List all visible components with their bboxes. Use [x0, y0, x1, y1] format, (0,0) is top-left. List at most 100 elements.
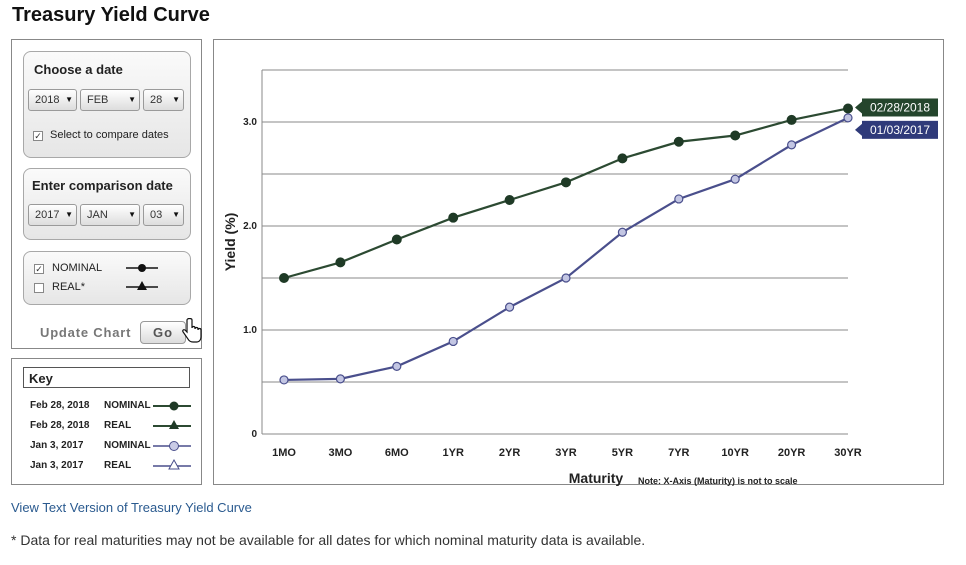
open-circle-marker-icon [153, 441, 191, 451]
series-tag-label: 02/28/2018 [870, 100, 930, 114]
key-item-date: Jan 3, 2017 [30, 440, 84, 451]
compare-label: Select to compare dates [50, 129, 169, 141]
go-button[interactable]: Go [140, 321, 186, 344]
chevron-down-icon: ▼ [172, 95, 180, 104]
key-item-date: Feb 28, 2018 [30, 420, 90, 431]
choose-date-title: Choose a date [34, 62, 123, 77]
chevron-down-icon: ▼ [128, 95, 136, 104]
y-tick-label: 0 [251, 429, 257, 440]
data-point [786, 114, 797, 125]
comparison-day-select[interactable]: 03 ▼ [143, 204, 184, 226]
data-point [448, 212, 459, 223]
data-point [335, 374, 346, 384]
data-point [448, 336, 458, 347]
controls-panel: Choose a date 2018 ▼ FEB ▼ 28 ▼ ✓ Select to… [11, 39, 202, 349]
text-version-link[interactable]: View Text Version of Treasury Yield Curv… [11, 500, 252, 515]
month-select[interactable]: FEB ▼ [80, 89, 140, 111]
data-point [505, 302, 515, 312]
chevron-down-icon: ▼ [128, 210, 136, 219]
choose-date-box: Choose a date 2018 ▼ FEB ▼ 28 ▼ ✓ Select to… [23, 51, 191, 158]
x-tick-label: 6MO [385, 447, 409, 459]
circle-marker-icon [126, 264, 158, 272]
series-tag [862, 120, 938, 139]
x-tick-label: 3MO [328, 447, 352, 459]
comparison-year-select[interactable]: 2017 ▼ [28, 204, 77, 226]
series-tag-pointer [855, 101, 862, 114]
series-line [283, 116, 849, 382]
data-point [786, 140, 797, 150]
data-point [730, 130, 741, 141]
x-axis-note: Note: X-Axis (Maturity) is not to scale [638, 476, 798, 486]
y-tick-label: 3.0 [243, 117, 257, 128]
chevron-down-icon: ▼ [65, 95, 73, 104]
compare-checkbox[interactable]: ✓ [33, 131, 43, 141]
data-point [561, 177, 571, 188]
data-point [561, 273, 571, 283]
data-point [674, 194, 684, 204]
comparison-date-box: Enter comparison date 2017 ▼ JAN ▼ 03 ▼ [23, 168, 191, 240]
x-tick-label: 1YR [442, 447, 463, 459]
filled-triangle-marker-icon [153, 420, 191, 429]
x-tick-label: 1MO [272, 447, 296, 459]
data-point [279, 273, 289, 283]
day-value: 28 [150, 94, 163, 106]
data-point [391, 234, 402, 245]
comparison-year-value: 2017 [35, 209, 60, 221]
yield-chart-panel: 0 1.0 2.0 3.0 Yield (%) 1MO 3MO 6MO 1YR 2YR 3YR 5YR… [213, 39, 944, 486]
nominal-label: NOMINAL [52, 262, 103, 274]
data-point [673, 136, 684, 147]
x-tick-label: 30YR [834, 447, 862, 459]
year-value: 2018 [35, 94, 60, 106]
key-panel: Key Feb 28, 2018 NOMINAL Feb 28, 2018 RE… [11, 358, 202, 485]
real-label: REAL* [52, 281, 86, 293]
data-point [617, 153, 628, 164]
page-title: Treasury Yield Curve [12, 4, 210, 26]
series-tag [862, 98, 938, 117]
open-triangle-marker-icon [153, 459, 191, 470]
comparison-date-title: Enter comparison date [32, 178, 173, 193]
key-item-type: NOMINAL [104, 400, 151, 411]
key-item-date: Feb 28, 2018 [30, 400, 90, 411]
nominal-checkbox[interactable]: ✓ [34, 264, 44, 274]
chevron-down-icon: ▼ [65, 210, 73, 219]
data-point [504, 195, 515, 205]
data-point [730, 174, 740, 184]
data-point [335, 257, 346, 268]
x-tick-label: 2YR [499, 447, 520, 459]
hand-cursor-icon [182, 318, 202, 343]
x-tick-label: 5YR [612, 447, 633, 459]
key-item-date: Jan 3, 2017 [30, 460, 84, 471]
y-tick-label: 1.0 [243, 325, 257, 336]
triangle-marker-icon [126, 281, 158, 290]
data-point [843, 113, 853, 123]
key-item-type: REAL [104, 420, 132, 431]
key-title: Key [23, 367, 190, 388]
x-axis-title: Maturity [569, 470, 624, 486]
x-tick-label: 20YR [778, 447, 806, 459]
footnote: * Data for real maturities may not be av… [11, 532, 646, 548]
data-point [279, 375, 289, 385]
data-point [617, 227, 627, 237]
series-line [283, 107, 849, 280]
comparison-day-value: 03 [150, 209, 163, 221]
x-tick-label: 10YR [721, 447, 749, 459]
series-tag-pointer [855, 123, 862, 136]
type-options-box: ✓ NOMINAL REAL* [23, 251, 191, 305]
y-axis-title: Yield (%) [222, 213, 238, 272]
key-item-type: REAL [104, 460, 132, 471]
y-tick-label: 2.0 [243, 221, 257, 232]
data-point [843, 103, 853, 114]
filled-circle-marker-icon [153, 401, 191, 411]
x-tick-label: 3YR [555, 447, 576, 459]
year-select[interactable]: 2018 ▼ [28, 89, 77, 111]
comparison-month-select[interactable]: JAN ▼ [80, 204, 140, 226]
series-tag-label: 01/03/2017 [870, 123, 930, 137]
data-point [392, 361, 402, 371]
yield-curve-chart: 0 1.0 2.0 3.0 Yield (%) 1MO 3MO 6MO 1YR 2YR 3YR 5YR… [222, 69, 938, 486]
update-chart-label: Update Chart [40, 325, 132, 340]
key-item-type: NOMINAL [104, 440, 151, 451]
x-tick-label: 7YR [668, 447, 689, 459]
comparison-month-value: JAN [87, 209, 108, 221]
real-checkbox[interactable] [34, 283, 44, 293]
day-select[interactable]: 28 ▼ [143, 89, 184, 111]
